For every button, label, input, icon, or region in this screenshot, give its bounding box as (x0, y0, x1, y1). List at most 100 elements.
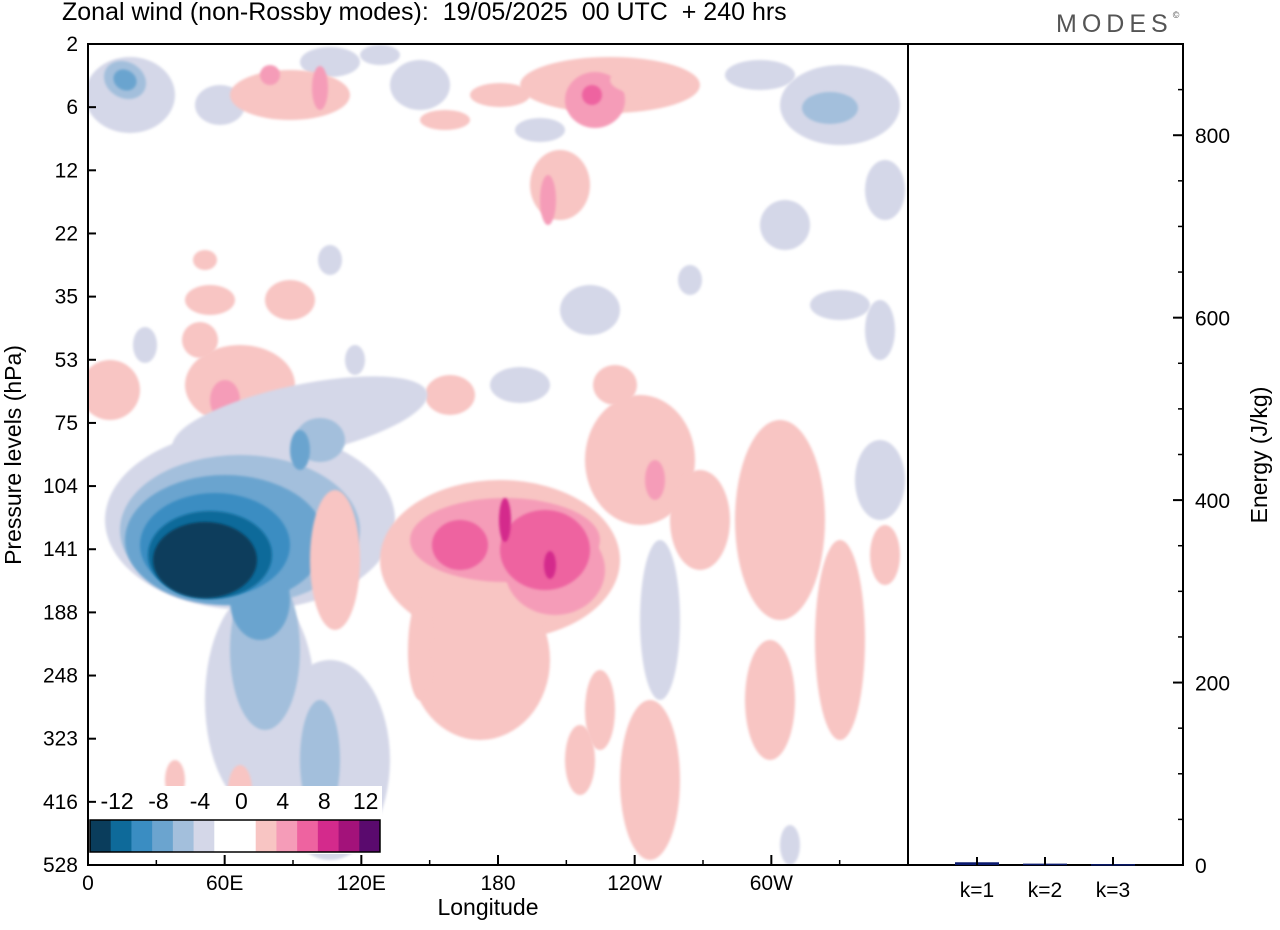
y-tick-label: 22 (55, 222, 78, 245)
contour-patch (565, 725, 595, 795)
colorbar-swatch (214, 820, 236, 852)
contour-patch (645, 460, 665, 500)
colorbar-label: 4 (276, 788, 289, 814)
colorbar-label: -12 (100, 788, 133, 814)
y-tick-label: 6 (66, 96, 78, 119)
contour-patch (470, 83, 530, 107)
y-tick-label: 104 (43, 475, 78, 498)
colorbar-swatch (297, 820, 319, 852)
y-tick-label: 188 (43, 601, 78, 624)
contour-patch (810, 290, 870, 320)
contour-patch (300, 47, 360, 77)
colorbar-label: -4 (190, 788, 211, 814)
colorbar-swatch (359, 820, 381, 852)
contour-patch (735, 420, 825, 620)
contour-patch (499, 498, 511, 542)
logo-text: MODES (1056, 10, 1173, 38)
contour-patch (802, 92, 858, 124)
y-tick-label: 75 (55, 412, 78, 435)
contour-patch (515, 118, 565, 142)
contour-patch (585, 670, 615, 750)
logo-copyright-mark: © (1172, 10, 1180, 20)
colorbar-frame (89, 819, 381, 853)
colorbar-swatch (235, 820, 257, 852)
colorbar-label: 0 (235, 788, 248, 814)
x-tick-label: 60W (750, 872, 793, 895)
contour-patch (815, 540, 865, 740)
contour-patch (193, 250, 217, 270)
contour-patch (390, 60, 450, 110)
y-tick-label: 12 (55, 159, 78, 182)
x-tick-label: 120E (337, 872, 386, 895)
contour-patch (780, 825, 800, 865)
energy-tick-label: 0 (1195, 855, 1207, 878)
contour-patch (345, 345, 365, 375)
contour-patch (420, 110, 470, 130)
colorbar-swatch (317, 820, 340, 852)
colorbar-swatch (338, 820, 360, 852)
contour-patch (678, 265, 702, 295)
colorbar-label: -8 (148, 788, 168, 814)
colorbar-swatch (276, 820, 298, 852)
y-tick-label: 2 (66, 33, 78, 56)
contour-patch (865, 300, 895, 360)
contour-patch (582, 85, 602, 105)
y-tick-label: 141 (43, 538, 78, 561)
y-tick-label: 53 (55, 349, 78, 372)
colorbar-swatch (131, 820, 153, 852)
contour-patch (360, 45, 400, 65)
contour-patch (230, 70, 350, 120)
colorbar-label: 8 (318, 788, 331, 814)
x-tick-label: 120W (607, 872, 662, 895)
energy-tick-label: 800 (1195, 125, 1230, 148)
colorbar-swatch (193, 820, 215, 852)
contour-patch (432, 520, 488, 570)
contour-patch (182, 322, 218, 358)
contour-patch (593, 365, 637, 405)
energy-axis-title: Energy (J/kg) (1246, 387, 1272, 524)
contour-patch (560, 285, 620, 335)
contour-patch (318, 245, 342, 275)
contour-patch (725, 60, 795, 90)
contour-patch (855, 440, 905, 520)
contour-patch (490, 367, 550, 403)
contour-patch (620, 700, 680, 860)
colorbar: -12 -8 -4 0 4 8 12 (88, 786, 382, 854)
x-tick-label: 60E (206, 872, 243, 895)
energy-tick-label: 600 (1195, 308, 1230, 331)
x-tick-label: 0 (82, 872, 94, 895)
energy-tick-label: 200 (1195, 673, 1230, 696)
bar-category-label: k=2 (1028, 879, 1062, 902)
x-tick-label: 180 (480, 872, 515, 895)
contour-patch (312, 66, 328, 110)
contour-patch (290, 430, 310, 470)
y-tick-label: 248 (43, 665, 78, 688)
y-tick-label: 35 (55, 286, 78, 309)
contour-patch (530, 150, 590, 220)
contour-patch (500, 510, 590, 590)
bar-category-label: k=1 (960, 879, 994, 902)
contour-patch (670, 470, 730, 570)
contour-patch (133, 327, 157, 363)
contour-patch (310, 490, 360, 630)
contour-patch (640, 540, 680, 700)
contour-patch (540, 175, 556, 225)
contour-patch (410, 580, 550, 740)
y-tick-label: 323 (43, 728, 78, 751)
y-tick-label: 528 (43, 854, 78, 877)
contour-patch (585, 395, 695, 525)
chart-title: Zonal wind (non-Rossby modes): 19/05/202… (62, 0, 787, 26)
contour-patch (745, 640, 795, 760)
contour-patch (408, 600, 432, 700)
contour-patch (185, 285, 235, 315)
colorbar-swatch (172, 820, 195, 852)
contour-patch (760, 200, 810, 250)
contour-patch (870, 525, 900, 585)
contour-patch (425, 375, 475, 415)
energy-tick-label: 400 (1195, 490, 1230, 513)
contour-patch (544, 551, 556, 579)
colorbar-swatch (255, 820, 277, 852)
colorbar-swatch (152, 820, 174, 852)
